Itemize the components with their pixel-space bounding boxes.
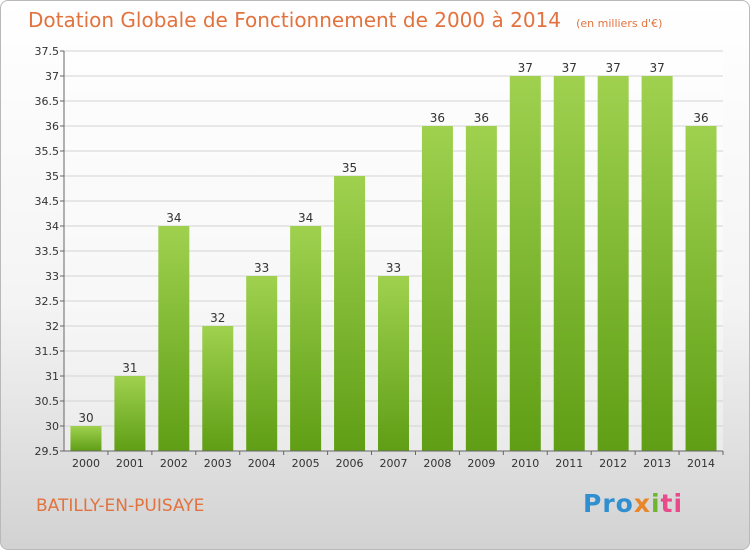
- x-tick-label: 2014: [687, 457, 715, 470]
- x-tick-label: 2005: [292, 457, 320, 470]
- bar: [378, 276, 409, 451]
- bar-value-label: 35: [342, 161, 357, 175]
- x-tick-label: 2012: [599, 457, 627, 470]
- bar: [246, 276, 278, 451]
- logo-part: Pro: [583, 489, 634, 518]
- x-tick-label: 2001: [116, 457, 144, 470]
- chart-title: Dotation Globale de Fonctionnement de 20…: [28, 8, 662, 32]
- bar-value-label: 32: [210, 311, 225, 325]
- x-tick-label: 2000: [72, 457, 100, 470]
- bar: [465, 126, 497, 451]
- y-tick-label: 34: [45, 220, 59, 233]
- y-tick-label: 30: [45, 420, 59, 433]
- y-tick-label: 31.5: [35, 345, 60, 358]
- bar: [70, 426, 102, 451]
- bar: [290, 226, 322, 451]
- y-tick-label: 35: [45, 170, 59, 183]
- bar-value-label: 37: [606, 61, 621, 75]
- bar-value-label: 31: [122, 361, 137, 375]
- y-tick-label: 29.5: [35, 445, 60, 458]
- y-tick-label: 32.5: [35, 295, 60, 308]
- y-tick-label: 37: [45, 70, 59, 83]
- x-tick-label: 2007: [380, 457, 408, 470]
- y-tick-label: 31: [45, 370, 59, 383]
- x-tick-label: 2006: [336, 457, 364, 470]
- x-tick-label: 2003: [204, 457, 232, 470]
- x-tick-label: 2004: [248, 457, 276, 470]
- bar: [334, 176, 366, 451]
- x-tick-label: 2011: [555, 457, 583, 470]
- title-main: Dotation Globale de Fonctionnement de 20…: [28, 8, 561, 32]
- y-tick-label: 35.5: [35, 145, 60, 158]
- y-tick-label: 37.5: [35, 45, 60, 58]
- bar-value-label: 36: [474, 111, 489, 125]
- y-tick-label: 34.5: [35, 195, 60, 208]
- y-tick-label: 33: [45, 270, 59, 283]
- y-tick-label: 32: [45, 320, 59, 333]
- bar: [421, 126, 453, 451]
- x-tick-label: 2009: [467, 457, 495, 470]
- title-unit: (en milliers d'€): [576, 17, 663, 30]
- bar: [597, 76, 629, 451]
- y-tick-label: 36: [45, 120, 59, 133]
- axes: 29.5 30 30.5 31 31.5 32 32.5 33 33.5 34 34.5 35 35.5…: [35, 45, 724, 470]
- bar-value-label: 37: [562, 61, 577, 75]
- bar: [202, 326, 234, 451]
- bar-value-label: 34: [298, 211, 313, 225]
- bar: [509, 76, 541, 451]
- bar-value-label: 36: [430, 111, 445, 125]
- bar: [641, 76, 673, 451]
- bars: 30 31 34 32 33 34 35 33 36 36 37 37 37 37 36: [70, 61, 717, 451]
- y-tick-label: 36.5: [35, 95, 60, 108]
- bar-value-label: 30: [78, 411, 93, 425]
- y-tick-label: 33.5: [35, 245, 60, 258]
- bar-value-label: 33: [254, 261, 269, 275]
- logo-part: ti: [660, 489, 684, 518]
- logo-part: i: [650, 489, 661, 518]
- bar-value-label: 37: [649, 61, 664, 75]
- commune-name: BATILLY-EN-PUISAYE: [36, 496, 205, 516]
- bar-value-label: 37: [518, 61, 533, 75]
- bar-value-label: 36: [693, 111, 708, 125]
- x-tick-label: 2002: [160, 457, 188, 470]
- x-tick-label: 2013: [643, 457, 671, 470]
- x-tick-label: 2010: [511, 457, 539, 470]
- y-tick-label: 30.5: [35, 395, 60, 408]
- x-tick-label: 2008: [423, 457, 451, 470]
- bar-value-label: 33: [386, 261, 401, 275]
- bar-value-label: 34: [166, 211, 181, 225]
- bar: [553, 76, 585, 451]
- bar: [158, 226, 190, 451]
- proxiti-logo: Proxiti: [583, 489, 683, 518]
- bar: [685, 126, 717, 451]
- bar: [114, 376, 146, 451]
- logo-part: x: [633, 489, 651, 518]
